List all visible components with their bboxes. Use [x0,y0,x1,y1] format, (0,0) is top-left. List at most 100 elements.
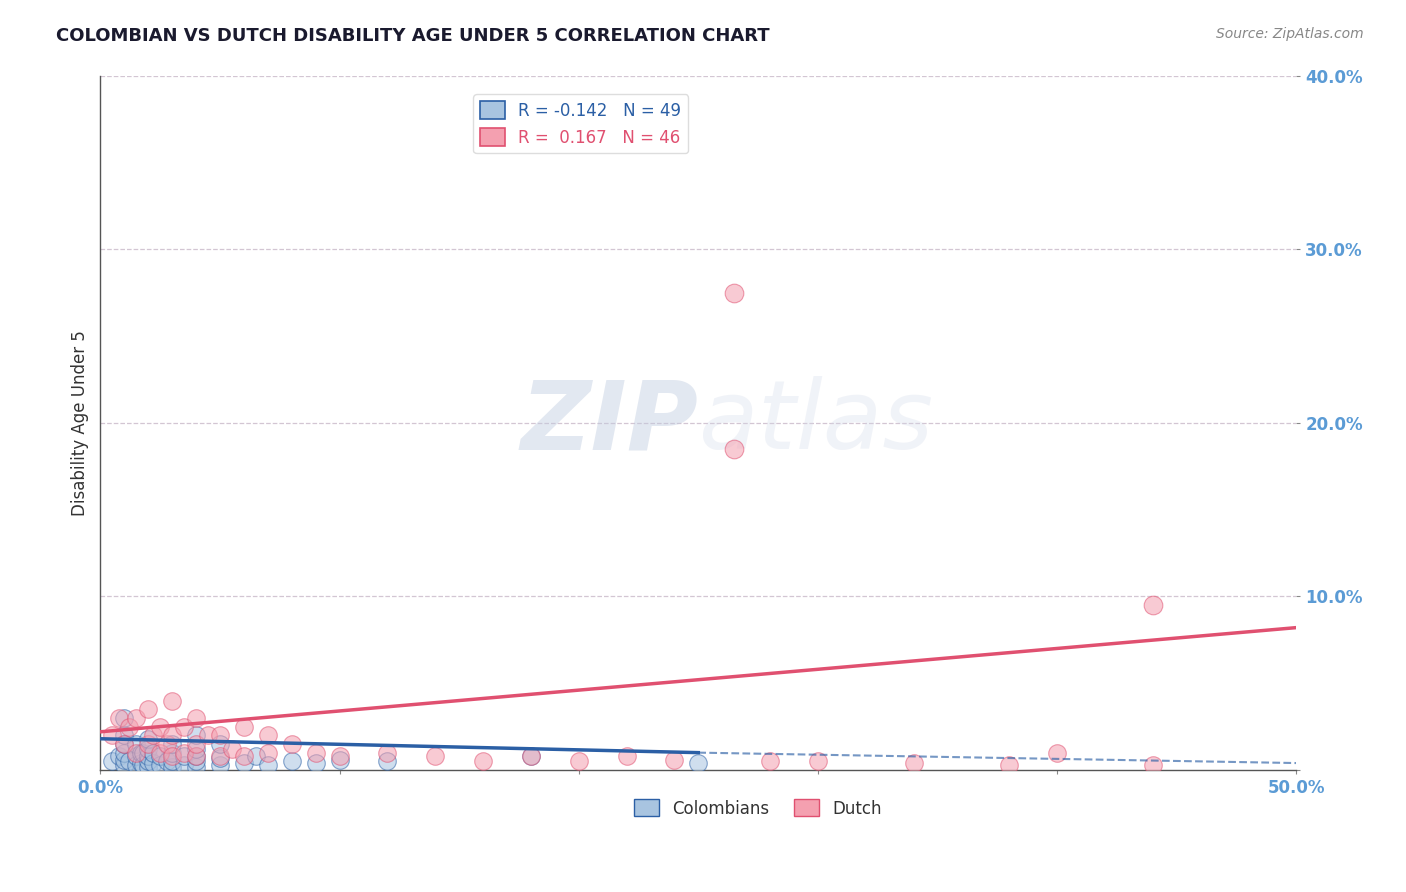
Point [903,756,925,770]
Point [664,753,686,767]
Point [256,746,278,760]
Point [156,737,179,751]
Point [112,753,135,767]
Point [328,753,350,767]
Point [125,757,148,772]
Point [232,749,254,764]
Legend: Colombians, Dutch: Colombians, Dutch [627,793,889,824]
Point [160,754,183,768]
Point [108,711,131,725]
Text: atlas: atlas [699,376,934,469]
Point [184,749,207,764]
Point [173,746,195,760]
Point [184,759,207,773]
Point [208,737,231,751]
Point [112,746,135,760]
Point [520,749,543,764]
Point [112,737,135,751]
Point [136,742,159,756]
Point [125,749,148,764]
Point [377,754,399,768]
Point [304,746,326,760]
Point [149,749,172,764]
Point [1142,598,1164,612]
Point [118,720,141,734]
Point [173,757,195,772]
Point [616,749,638,764]
Point [112,757,135,772]
Point [112,711,135,725]
Point [132,746,155,760]
Point [132,757,155,772]
Point [101,754,124,768]
Text: ZIP: ZIP [520,376,699,469]
Point [245,749,267,764]
Point [232,720,254,734]
Point [173,749,195,764]
Point [1046,746,1069,760]
Point [125,737,148,751]
Point [208,757,231,772]
Point [472,754,495,768]
Point [136,754,159,768]
Point [136,731,159,746]
Point [184,754,207,768]
Point [256,757,278,772]
Point [156,754,179,768]
Point [160,749,183,764]
Text: COLOMBIAN VS DUTCH DISABILITY AGE UNDER 5 CORRELATION CHART: COLOMBIAN VS DUTCH DISABILITY AGE UNDER … [56,27,770,45]
Point [129,756,152,770]
Point [425,749,447,764]
Point [256,728,278,742]
Point [136,737,159,751]
Point [142,728,165,742]
Point [184,728,207,742]
Point [184,737,207,751]
Point [136,702,159,716]
Point [160,737,183,751]
Point [208,749,231,764]
Point [328,749,350,764]
Point [197,728,219,742]
Point [142,746,165,760]
Point [118,754,141,768]
Point [149,720,172,734]
Point [184,742,207,756]
Point [208,751,231,765]
Point [160,693,183,707]
Point [112,737,135,751]
Point [184,749,207,764]
Point [520,749,543,764]
Point [221,742,243,756]
Point [125,711,148,725]
Point [688,756,710,770]
Point [377,746,399,760]
Point [160,746,183,760]
Point [759,754,782,768]
Point [280,754,302,768]
Point [136,759,159,773]
Point [280,737,302,751]
Point [173,720,195,734]
Point [208,728,231,742]
Point [160,728,183,742]
Point [149,757,172,772]
Point [807,754,830,768]
Point [723,285,745,300]
Point [149,746,172,760]
Text: Source: ZipAtlas.com: Source: ZipAtlas.com [1216,27,1364,41]
Point [1142,757,1164,772]
Point [108,749,131,764]
Point [304,756,326,770]
Point [723,442,745,456]
Point [184,711,207,725]
Point [998,757,1021,772]
Point [232,756,254,770]
Point [101,728,124,742]
Point [129,746,152,760]
Point [568,754,591,768]
Point [142,756,165,770]
Point [112,728,135,742]
Point [125,746,148,760]
Y-axis label: Disability Age Under 5: Disability Age Under 5 [72,330,89,516]
